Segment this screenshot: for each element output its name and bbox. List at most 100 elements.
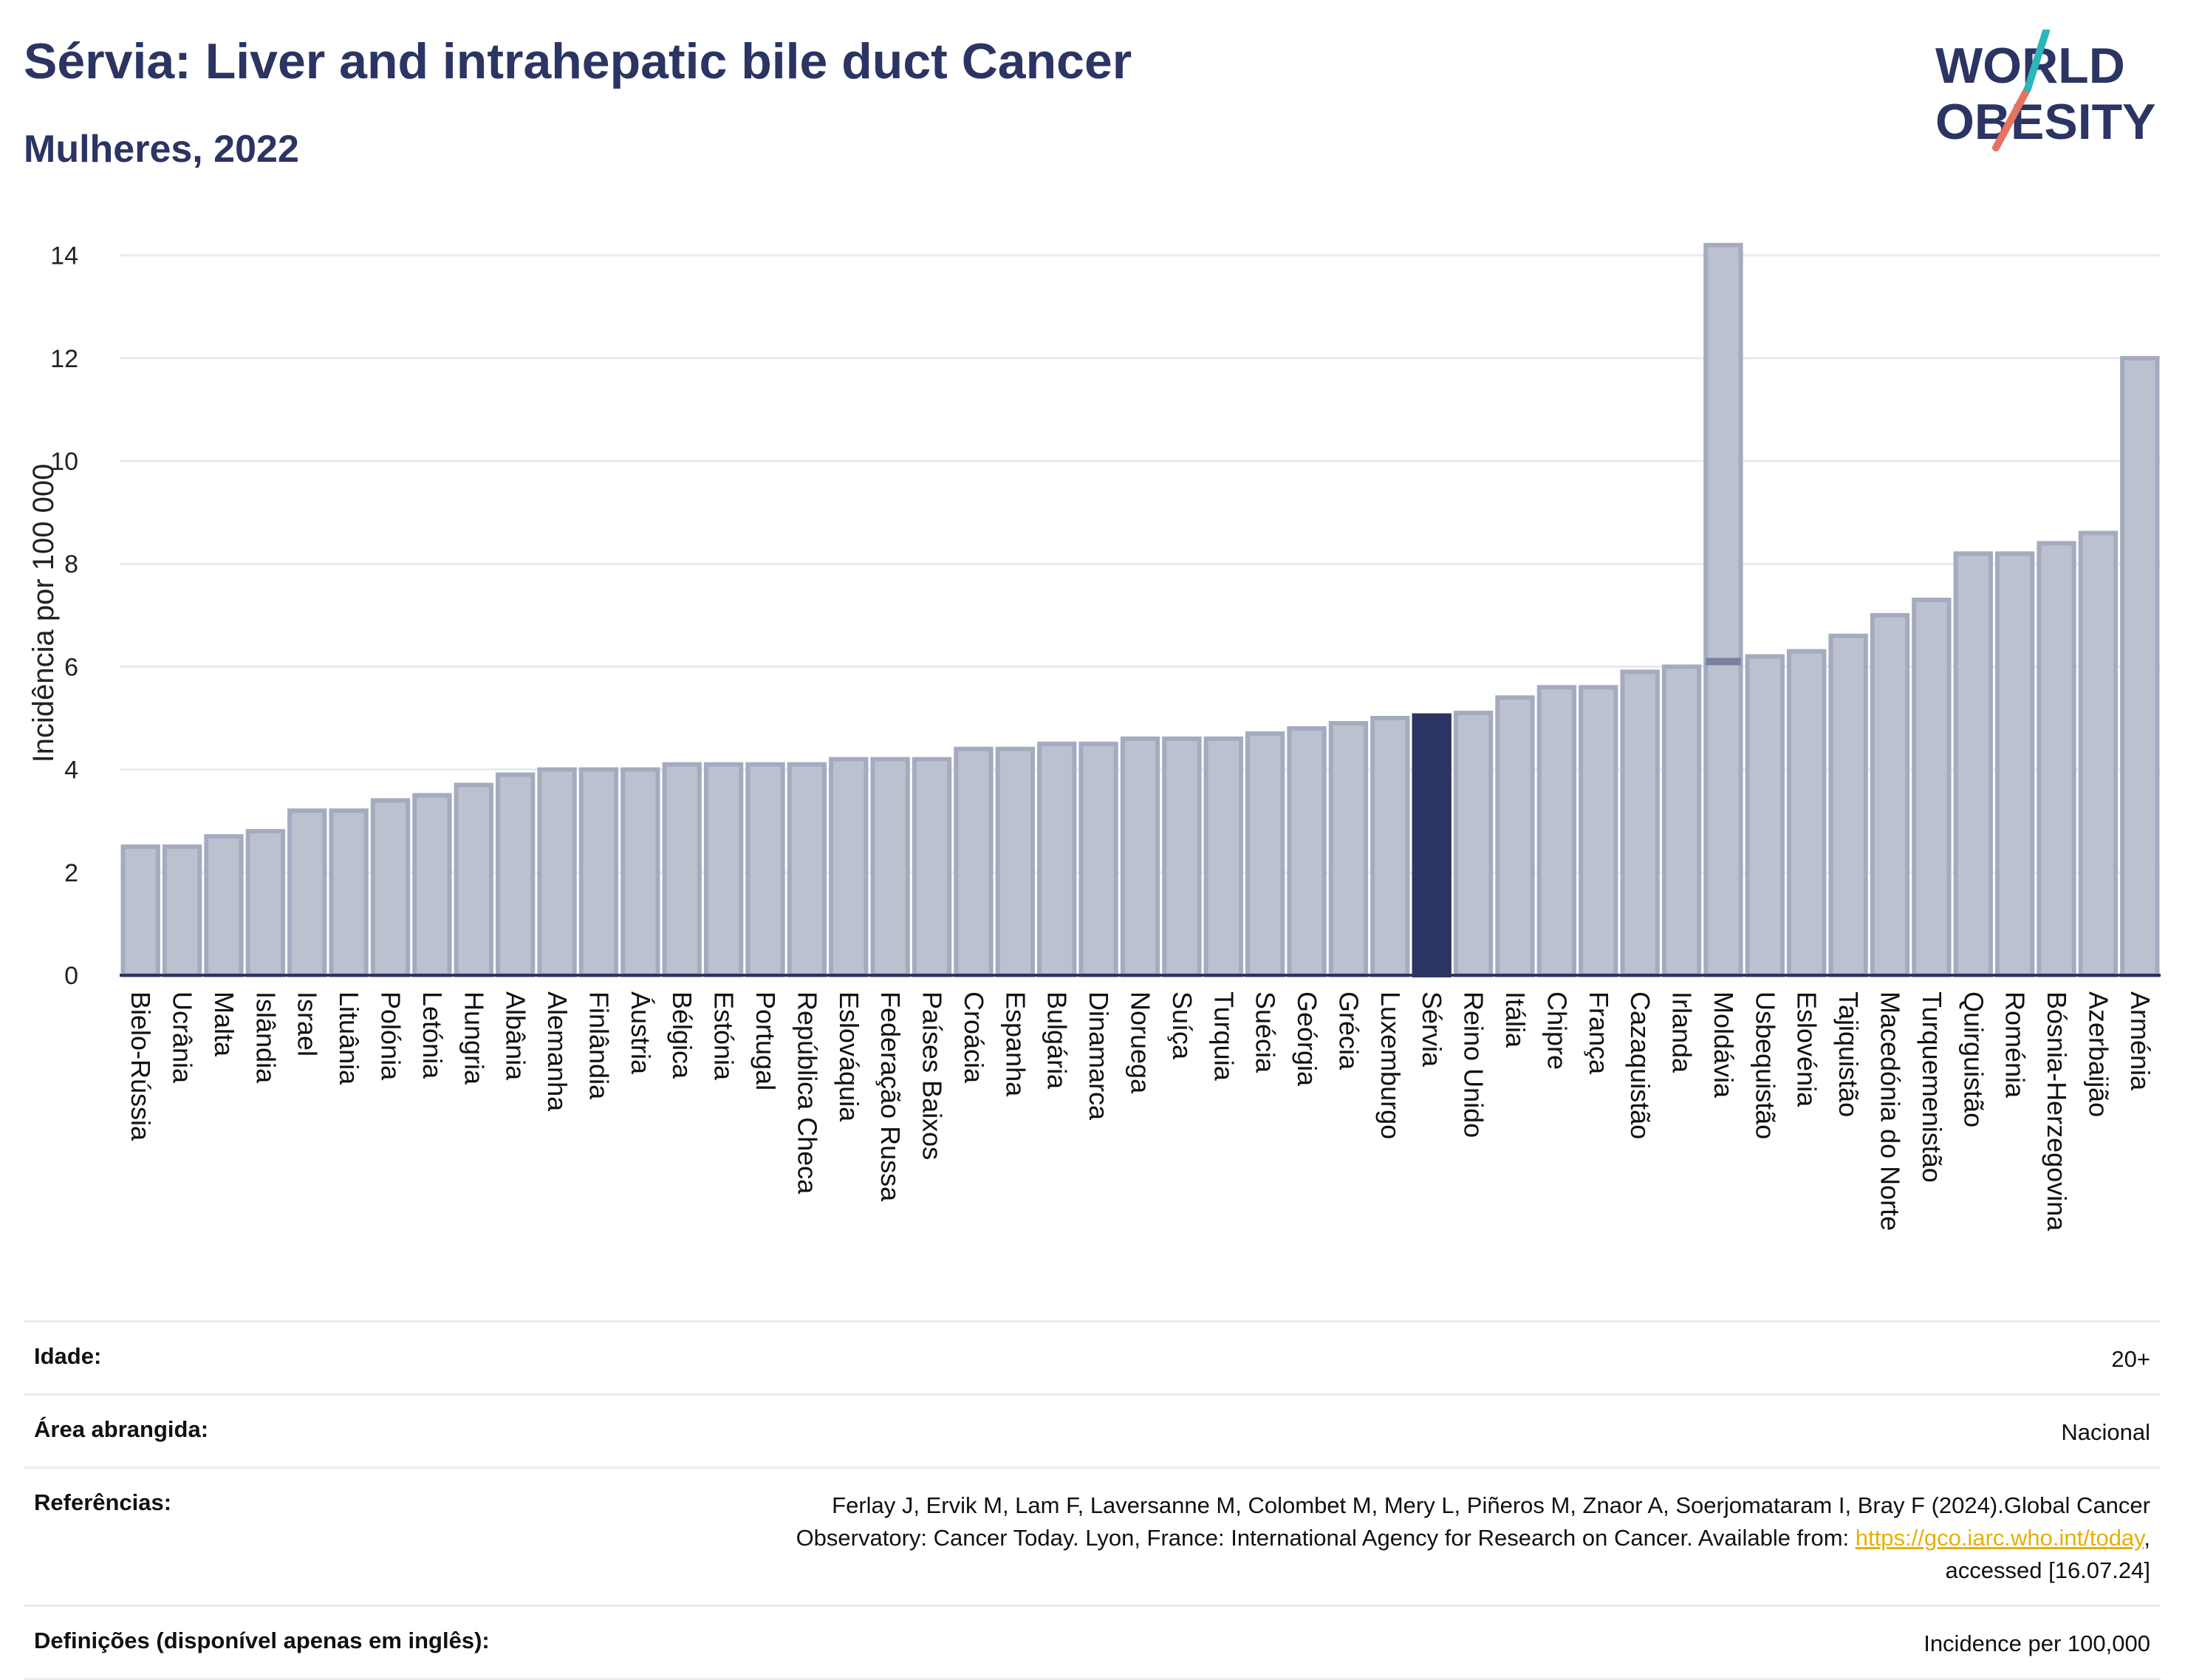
x-tick-label: Grécia bbox=[1333, 991, 1364, 1071]
chart-title: Sérvia: Liver and intrahepatic bile duct… bbox=[24, 33, 1132, 89]
meta-row-area: Área abrangida: Nacional bbox=[24, 1393, 2161, 1466]
y-tick-label: 12 bbox=[50, 345, 78, 373]
bar-33 bbox=[1495, 695, 1535, 978]
bar-38 bbox=[1703, 242, 1743, 977]
bar-5 bbox=[329, 808, 369, 977]
x-tick-label: Suécia bbox=[1251, 991, 1281, 1073]
x-tick-label: Bélgica bbox=[667, 991, 697, 1079]
x-tick-label: Geórgia bbox=[1292, 991, 1322, 1087]
meta-value: Nacional bbox=[2061, 1419, 2150, 1445]
x-tick-label: Chipre bbox=[1542, 991, 1572, 1070]
x-tick-label: Luxemburgo bbox=[1375, 991, 1406, 1139]
y-tick-label: 2 bbox=[64, 859, 78, 887]
x-tick-label: Bósnia-Herzegovina bbox=[2042, 991, 2072, 1232]
x-tick-label: Estónia bbox=[709, 991, 739, 1081]
y-tick-label: 14 bbox=[50, 242, 78, 270]
bar-18 bbox=[870, 757, 910, 978]
x-tick-label: República Checa bbox=[792, 991, 822, 1195]
meta-label: Referências: bbox=[34, 1489, 172, 1515]
y-tick-label: 10 bbox=[50, 448, 78, 476]
x-tick-label: França bbox=[1584, 991, 1614, 1075]
bar-11 bbox=[578, 767, 619, 977]
y-tick-label: 4 bbox=[64, 757, 78, 785]
reference-text-line1: Ferlay J, Ervik M, Lam F, Laversanne M, … bbox=[832, 1492, 2150, 1518]
bar-6 bbox=[370, 798, 411, 978]
x-tick-label: Moldávia bbox=[1709, 991, 1739, 1099]
reference-text-comma: , bbox=[2144, 1525, 2150, 1551]
meta-value: Incidence per 100,000 bbox=[1924, 1631, 2150, 1656]
world-obesity-logo[interactable]: WORLD OBESITY bbox=[1921, 30, 2172, 163]
bar-39 bbox=[1745, 654, 1785, 977]
x-tick-label: Cazaquistão bbox=[1625, 991, 1655, 1139]
x-tick-label: Sérvia bbox=[1417, 991, 1447, 1068]
x-tick-label: Croácia bbox=[959, 991, 989, 1084]
bar-37 bbox=[1661, 664, 1702, 977]
bar-36 bbox=[1620, 669, 1660, 977]
bar-41 bbox=[1828, 633, 1868, 977]
x-tick-label: Ucrânia bbox=[168, 991, 198, 1084]
x-tick-label: Eslovénia bbox=[1792, 991, 1822, 1107]
bar-29 bbox=[1328, 720, 1369, 978]
bar-4 bbox=[287, 808, 327, 977]
bar-9 bbox=[496, 772, 536, 977]
bar-23 bbox=[1078, 741, 1118, 978]
bar-46 bbox=[2037, 541, 2076, 977]
meta-label: Definições (disponível apenas em inglês)… bbox=[34, 1628, 490, 1653]
bar-32 bbox=[1453, 711, 1494, 977]
x-tick-label: Polónia bbox=[376, 991, 406, 1081]
x-tick-label: Áustria bbox=[626, 991, 656, 1075]
x-tick-label: Letónia bbox=[417, 991, 448, 1079]
metadata-table: Idade: 20+ Área abrangida: Nacional Refe… bbox=[24, 1320, 2161, 1680]
bar-35 bbox=[1579, 685, 1618, 977]
x-tick-label: Eslováquia bbox=[834, 991, 864, 1122]
x-tick-label: Reino Unido bbox=[1459, 991, 1489, 1138]
x-tick-label: Tajiquistão bbox=[1833, 991, 1864, 1117]
x-tick-label: Suíça bbox=[1167, 991, 1197, 1060]
x-tick-label: Israel bbox=[293, 991, 323, 1056]
x-tick-label: Itália bbox=[1500, 991, 1531, 1048]
meta-row-age: Idade: 20+ bbox=[24, 1320, 2161, 1393]
bar-30 bbox=[1370, 716, 1410, 977]
bar-28 bbox=[1287, 725, 1327, 977]
x-tick-label: Islândia bbox=[250, 991, 281, 1084]
bar-2 bbox=[204, 834, 244, 978]
meta-label: Área abrangida: bbox=[34, 1416, 209, 1442]
y-axis-label: Incidência por 100 000 bbox=[27, 464, 60, 763]
bar-19 bbox=[912, 757, 952, 978]
x-tick-label: Roménia bbox=[2000, 991, 2031, 1099]
x-tick-label: Quirguistão bbox=[1958, 991, 1989, 1127]
bar-31 bbox=[1412, 713, 1451, 977]
bar-7 bbox=[412, 793, 452, 978]
y-tick-label: 8 bbox=[64, 550, 78, 578]
y-tick-label: 6 bbox=[64, 653, 78, 681]
bar-27 bbox=[1245, 731, 1285, 977]
bar-24 bbox=[1120, 736, 1160, 977]
bar-40 bbox=[1787, 649, 1827, 978]
bar-14 bbox=[703, 762, 744, 977]
bar-34 bbox=[1536, 685, 1577, 977]
x-tick-label: Arménia bbox=[2125, 991, 2155, 1091]
x-tick-label: Alemanha bbox=[542, 991, 572, 1112]
bar-21 bbox=[995, 746, 1036, 978]
bar-12 bbox=[620, 767, 660, 977]
bar-chart: 0 2 4 6 8 10 12 14 Incidência por 100 000 Bielo-R… bbox=[27, 242, 2161, 1232]
meta-row-references: Referências: Ferlay J, Ervik M, Lam F, L… bbox=[24, 1466, 2161, 1605]
x-tick-label: Espanha bbox=[1000, 991, 1030, 1097]
bar-44 bbox=[1953, 551, 1993, 977]
reference-text-line3: accessed [16.07.24] bbox=[1945, 1557, 2150, 1583]
x-tick-label: Noruega bbox=[1126, 991, 1156, 1094]
bar-47 bbox=[2078, 530, 2119, 977]
bar-13 bbox=[662, 762, 702, 977]
x-tick-label: Bielo-Rússia bbox=[126, 991, 156, 1141]
x-tick-label: Usbequistão bbox=[1750, 991, 1780, 1139]
x-tick-label: Turquia bbox=[1208, 991, 1239, 1082]
bar-1 bbox=[162, 844, 202, 978]
bar-15 bbox=[745, 762, 785, 977]
bar-48 bbox=[2120, 355, 2160, 977]
x-tick-label: Turquemenistão bbox=[1917, 991, 1947, 1183]
svg-text:OBESITY: OBESITY bbox=[1935, 94, 2156, 150]
bar-26 bbox=[1203, 736, 1243, 977]
bar-17 bbox=[829, 757, 869, 978]
reference-link[interactable]: https://gco.iarc.who.int/today bbox=[1855, 1525, 2144, 1551]
bar-22 bbox=[1037, 741, 1077, 978]
